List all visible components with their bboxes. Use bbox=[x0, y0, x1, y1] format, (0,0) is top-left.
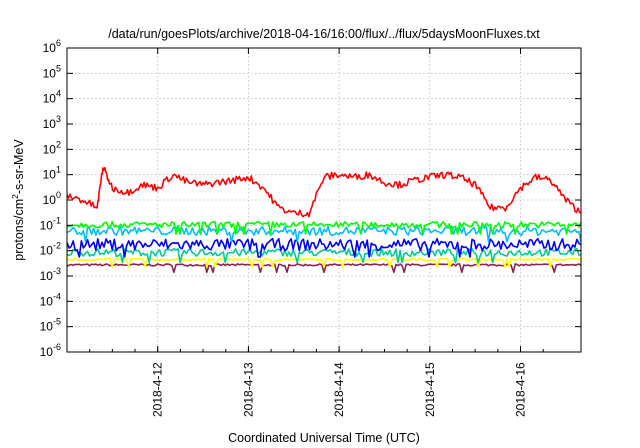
x-tick-label: 2018-4-15 bbox=[423, 362, 437, 417]
series-line bbox=[66, 166, 582, 218]
series-line bbox=[66, 263, 582, 274]
y-tick-label: 10-1 bbox=[40, 215, 61, 232]
y-tick-label: 103 bbox=[43, 114, 61, 131]
y-axis-label-main: protons/cm bbox=[12, 199, 26, 261]
x-axis-label: Coordinated Universal Time (UTC) bbox=[228, 431, 420, 445]
y-tick-label: 10-2 bbox=[40, 241, 61, 258]
y-axis-label-tail: -s-sr-MeV bbox=[12, 139, 26, 195]
y-tick-label: 101 bbox=[43, 165, 61, 182]
y-tick-label: 10-5 bbox=[40, 317, 61, 334]
x-tick-label: 2018-4-16 bbox=[514, 362, 528, 417]
x-tick-label: 2018-4-12 bbox=[151, 362, 165, 417]
grid-lines bbox=[67, 48, 581, 352]
y-tick-label: 104 bbox=[43, 89, 61, 106]
series-line bbox=[66, 220, 582, 235]
x-axis: 2018-4-12 2018-4-13 2018-4-14 2018-4-15 2018… bbox=[89, 48, 544, 417]
series-line bbox=[66, 225, 582, 243]
chart-title: /data/run/goesPlots/archive/2018-04-16/1… bbox=[108, 27, 540, 41]
y-tick-label: 10-4 bbox=[40, 291, 61, 308]
x-tick-label: 2018-4-13 bbox=[241, 362, 255, 417]
y-tick-label: 10-3 bbox=[40, 266, 61, 283]
series-layer bbox=[66, 166, 582, 274]
series-line bbox=[66, 237, 582, 258]
y-axis-label-sup: 2 bbox=[10, 194, 20, 199]
y-tick-label: 105 bbox=[43, 63, 61, 80]
y-axis-label: protons/cm2-s-sr-MeV bbox=[10, 139, 26, 261]
series-line bbox=[67, 257, 582, 268]
y-tick-label: 10-6 bbox=[40, 342, 61, 359]
x-tick-label: 2018-4-14 bbox=[332, 362, 346, 417]
y-axis: 10-6 10-5 10-4 10-3 10-2 10-1 100 101 102 103 104 1… bbox=[40, 38, 581, 359]
y-tick-label: 100 bbox=[43, 190, 61, 207]
y-tick-label: 106 bbox=[43, 38, 61, 55]
series-line bbox=[66, 247, 582, 264]
y-tick-label: 102 bbox=[43, 139, 61, 156]
